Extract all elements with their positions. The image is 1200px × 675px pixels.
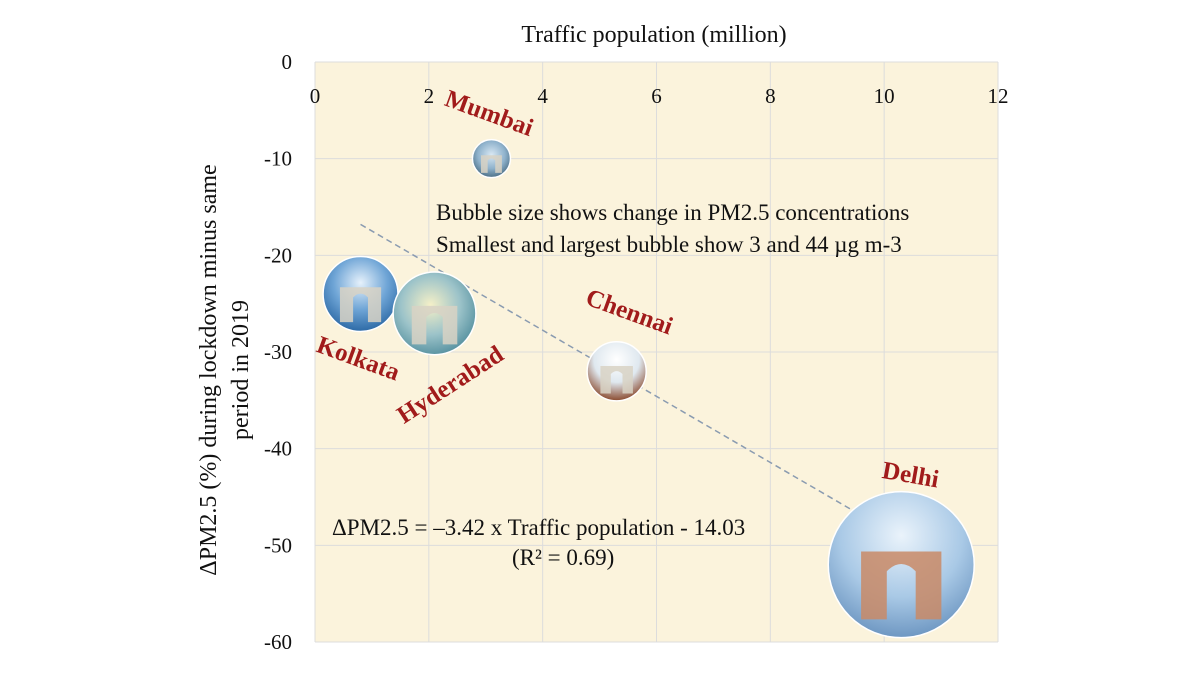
y-tick-label: -50 — [264, 533, 292, 557]
bubble-circle — [392, 271, 477, 356]
y-tick-label: -60 — [264, 630, 292, 654]
monument-shape — [600, 366, 633, 394]
monument-shape — [480, 155, 502, 173]
bubble-circle — [471, 138, 512, 179]
bubble-delhi — [827, 490, 975, 639]
y-tick-label: -10 — [264, 147, 292, 171]
legend-note-line1: Bubble size shows change in PM2.5 concen… — [436, 200, 909, 225]
x-tick-label: 2 — [424, 84, 435, 108]
x-tick-label: 4 — [537, 84, 548, 108]
equation-label: ΔPM2.5 = –3.42 x Traffic population - 14… — [332, 515, 745, 540]
x-axis-ticks: 0 2 4 6 8 10 12 — [310, 84, 1009, 108]
gridlines — [314, 61, 999, 643]
x-tick-label: 8 — [765, 84, 776, 108]
r-squared-label: (R² = 0.69) — [512, 545, 614, 570]
x-tick-label: 12 — [988, 84, 1009, 108]
bubble-mumbai — [471, 138, 512, 179]
x-axis-title: Traffic population (million) — [521, 22, 786, 48]
bubble-chennai — [586, 341, 647, 402]
y-axis-title-line2: period in 2019 — [228, 300, 254, 440]
y-tick-label: -20 — [264, 243, 292, 267]
y-axis-title: ΔPM2.5 (%) during lockdown minus same pe… — [196, 164, 254, 575]
bubble-circle — [322, 255, 399, 333]
bubble-kolkata — [322, 255, 399, 333]
monument-shape — [339, 287, 382, 323]
x-tick-label: 6 — [651, 84, 662, 108]
x-tick-label: 0 — [310, 84, 321, 108]
y-axis-title-line1: ΔPM2.5 (%) during lockdown minus same — [196, 164, 222, 575]
bubbles — [322, 138, 975, 639]
bubble-circle — [827, 490, 975, 639]
monument-shape — [411, 305, 458, 345]
y-tick-label: -40 — [264, 437, 292, 461]
monument-shape — [861, 551, 942, 620]
x-tick-label: 10 — [874, 84, 895, 108]
bubble-hyderabad — [392, 271, 477, 356]
y-tick-label: -30 — [264, 340, 292, 364]
y-axis-ticks: 0 -10 -20 -30 -40 -50 -60 — [264, 50, 292, 654]
y-tick-label: 0 — [282, 50, 293, 74]
legend-note-line2: Smallest and largest bubble show 3 and 4… — [436, 232, 902, 257]
bubble-circle — [586, 341, 647, 402]
